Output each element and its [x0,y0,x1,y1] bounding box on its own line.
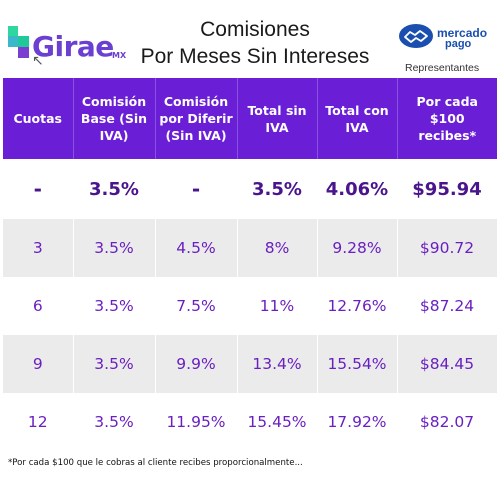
logo-suffix: MX [112,51,127,60]
table-cell: 17.92% [317,393,398,451]
table-cell: 3 [3,219,74,277]
table-cell: 15.45% [237,393,318,451]
table-cell: 3.5% [73,393,156,451]
table-cell: 15.54% [317,335,398,393]
header-cell: Por cada $100 recibes* [397,78,497,159]
table-cell: 11% [237,277,318,335]
mercado-pago-logo: mercado pago Representantes [396,24,496,74]
commission-table: Cuotas Comisión Base (Sin IVA) Comisión … [3,78,498,451]
header-cell: Total con IVA [317,78,398,159]
table-cell: $82.07 [397,393,498,451]
logo-text: Girae [32,30,114,63]
table-header-row: Cuotas Comisión Base (Sin IVA) Comisión … [3,78,497,159]
header-cell: Total sin IVA [237,78,318,159]
table-row: 9 3.5% 9.9% 13.4% 15.54% $84.45 [3,335,498,393]
table-cell: $84.45 [397,335,498,393]
table-cell: 3.5% [73,159,156,219]
table-row: - 3.5% - 3.5% 4.06% $95.94 [3,159,498,219]
table-cell: 9 [3,335,74,393]
handshake-icon [399,24,433,48]
table-row: 6 3.5% 7.5% 11% 12.76% $87.24 [3,277,498,335]
header-cell: Comisión Base (Sin IVA) [73,78,156,159]
header-cell: Comisión por Diferir (Sin IVA) [155,78,238,159]
table-cell: 3.5% [73,335,156,393]
table-cell: 13.4% [237,335,318,393]
footnote: *Por cada $100 que le cobras al cliente … [8,458,303,468]
title-line-2: Por Meses Sin Intereses [140,45,370,68]
page-title: Comisiones Por Meses Sin Intereses [130,16,380,70]
table-cell: 3.5% [73,277,156,335]
table-row: 12 3.5% 11.95% 15.45% 17.92% $82.07 [3,393,498,451]
table-cell: 4.06% [317,159,398,219]
partner-subtitle: Representantes [405,62,480,74]
table-cell: 3.5% [73,219,156,277]
partner-brand-line-1: mercado [437,26,488,40]
table-cell: 8% [237,219,318,277]
table-cell: 12.76% [317,277,398,335]
table-cell: 6 [3,277,74,335]
table-cell: 12 [3,393,74,451]
table-cell: - [155,159,238,219]
table-cell: 4.5% [155,219,238,277]
table-cell: 9.9% [155,335,238,393]
logo-square [8,26,18,36]
logo-square [18,47,29,58]
table-cell: 11.95% [155,393,238,451]
mouse-cursor-icon: ↖ [32,53,44,69]
header-cell: Cuotas [3,78,74,159]
table-cell: - [3,159,74,219]
logo-square [18,36,29,47]
table-cell: $87.24 [397,277,498,335]
table-cell: 3.5% [237,159,318,219]
table-row: 3 3.5% 4.5% 8% 9.28% $90.72 [3,219,498,277]
title-line-1: Comisiones [200,18,310,41]
table-cell: 7.5% [155,277,238,335]
logo-square [8,36,18,47]
table-cell: $90.72 [397,219,498,277]
partner-brand-line-2: pago [445,38,472,50]
girae-logo: Girae MX ↖ [8,22,138,72]
table-cell: $95.94 [397,159,498,219]
table-cell: 9.28% [317,219,398,277]
